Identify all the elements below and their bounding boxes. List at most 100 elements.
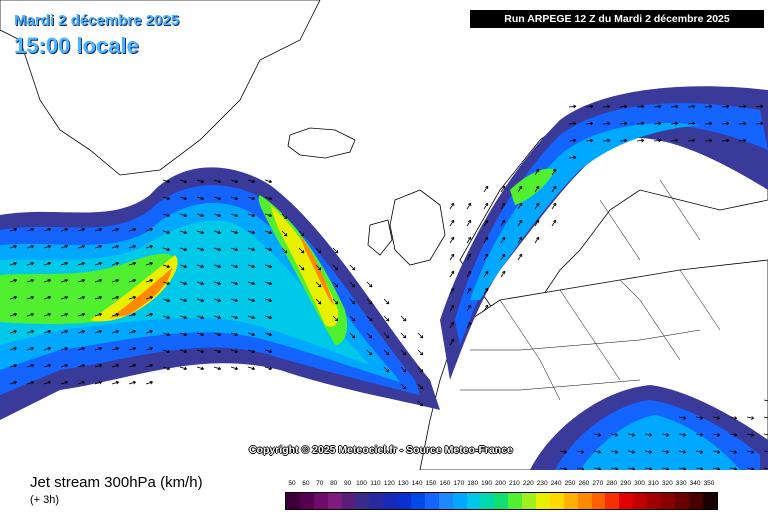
legend-swatch [619,493,634,509]
wind-arrow [619,104,628,109]
wind-arrow [179,264,187,269]
wind-arrow [534,236,540,244]
legend-swatch [411,493,425,509]
wind-arrow [366,332,373,339]
legend-swatch [633,493,648,509]
legend-swatch [341,493,356,509]
wind-arrow [26,363,34,368]
wind-arrow [128,227,136,232]
copyright-notice: Copyright © 2025 Meteociel.fr - Source M… [249,444,513,456]
wind-arrow [400,315,407,322]
wind-arrow [60,312,68,317]
legend-label: 150 [425,480,437,487]
legend-label: 90 [343,480,352,487]
wind-arrow [179,179,187,184]
wind-arrow [721,104,730,109]
legend-color-bar [285,492,718,510]
wind-arrow [315,264,322,271]
wind-arrow [483,304,489,312]
wind-arrow [213,264,221,269]
wind-arrow [213,315,221,320]
wind-arrow [449,219,455,227]
legend-label: 250 [564,480,576,487]
wind-arrow [128,346,136,351]
wind-arrow [196,230,204,235]
wind-arrow [534,202,540,210]
wind-arrow [568,138,577,143]
wind-arrow [77,346,85,351]
wind-arrow [213,332,221,337]
wind-arrow [264,230,272,235]
wind-arrow [162,298,170,303]
wind-arrow [9,346,17,351]
wind-arrow [712,433,721,437]
wind-arrow [729,416,738,420]
wind-arrow [449,338,455,346]
wind-arrow [94,312,102,317]
wind-arrow [653,138,662,143]
wind-arrow [281,230,288,237]
wind-arrow [349,332,356,339]
wind-arrow [26,244,34,249]
wind-arrow [383,332,390,339]
wind-arrow [230,298,238,303]
wind-arrow [593,467,602,470]
wind-arrow [162,315,170,320]
wind-arrow [26,295,34,300]
legend-swatch [369,493,384,509]
wind-arrow [417,383,424,390]
wind-arrow [366,281,373,288]
wind-arrow [145,346,153,351]
legend-swatch [286,493,300,509]
wind-arrow [128,363,136,368]
wind-arrow [332,315,339,322]
legend-label: 310 [647,480,659,487]
wind-arrow [26,346,34,351]
wind-arrow [315,281,322,288]
wind-arrow [264,281,272,286]
wind-arrow [449,236,455,244]
legend-label: 210 [508,480,520,487]
wind-arrow [111,227,119,232]
iceland-coast [287,127,356,159]
wind-arrow [383,315,390,322]
wind-arrow [349,298,356,305]
legend-label: 160 [439,480,451,487]
wind-arrow [610,433,619,437]
wind-arrow [644,433,653,437]
wind-arrow [366,349,373,356]
wind-arrow [77,261,85,266]
wind-arrow [517,185,523,193]
wind-arrow [196,247,204,252]
wind-arrow [704,121,713,126]
wind-arrow [162,332,170,337]
wind-arrow [678,450,687,454]
wind-arrow [483,219,489,227]
wind-arrow [77,227,85,232]
wind-arrow [678,416,687,420]
wind-arrow [264,349,272,354]
wind-arrow [213,281,221,286]
wind-arrow [627,467,636,470]
wind-arrow [712,450,721,454]
wind-arrow [162,349,170,354]
wind-arrow [196,264,204,269]
wind-arrow [281,213,288,220]
wind-arrow [60,261,68,266]
wind-arrow [9,295,17,300]
legend-swatch [299,493,314,509]
wind-arrow [213,230,221,235]
wind-arrow [332,298,339,305]
wind-arrow [585,104,594,109]
wind-arrow [111,346,119,351]
wind-arrow [179,281,187,286]
wind-arrow [383,298,390,305]
wind-arrow [602,121,611,126]
wind-arrow [26,329,34,334]
wind-arrow [145,295,153,300]
wind-arrow [264,298,272,303]
legend-label: 280 [606,480,618,487]
wind-arrow [213,366,221,371]
legend-label: 260 [578,480,590,487]
wind-arrow [43,295,51,300]
